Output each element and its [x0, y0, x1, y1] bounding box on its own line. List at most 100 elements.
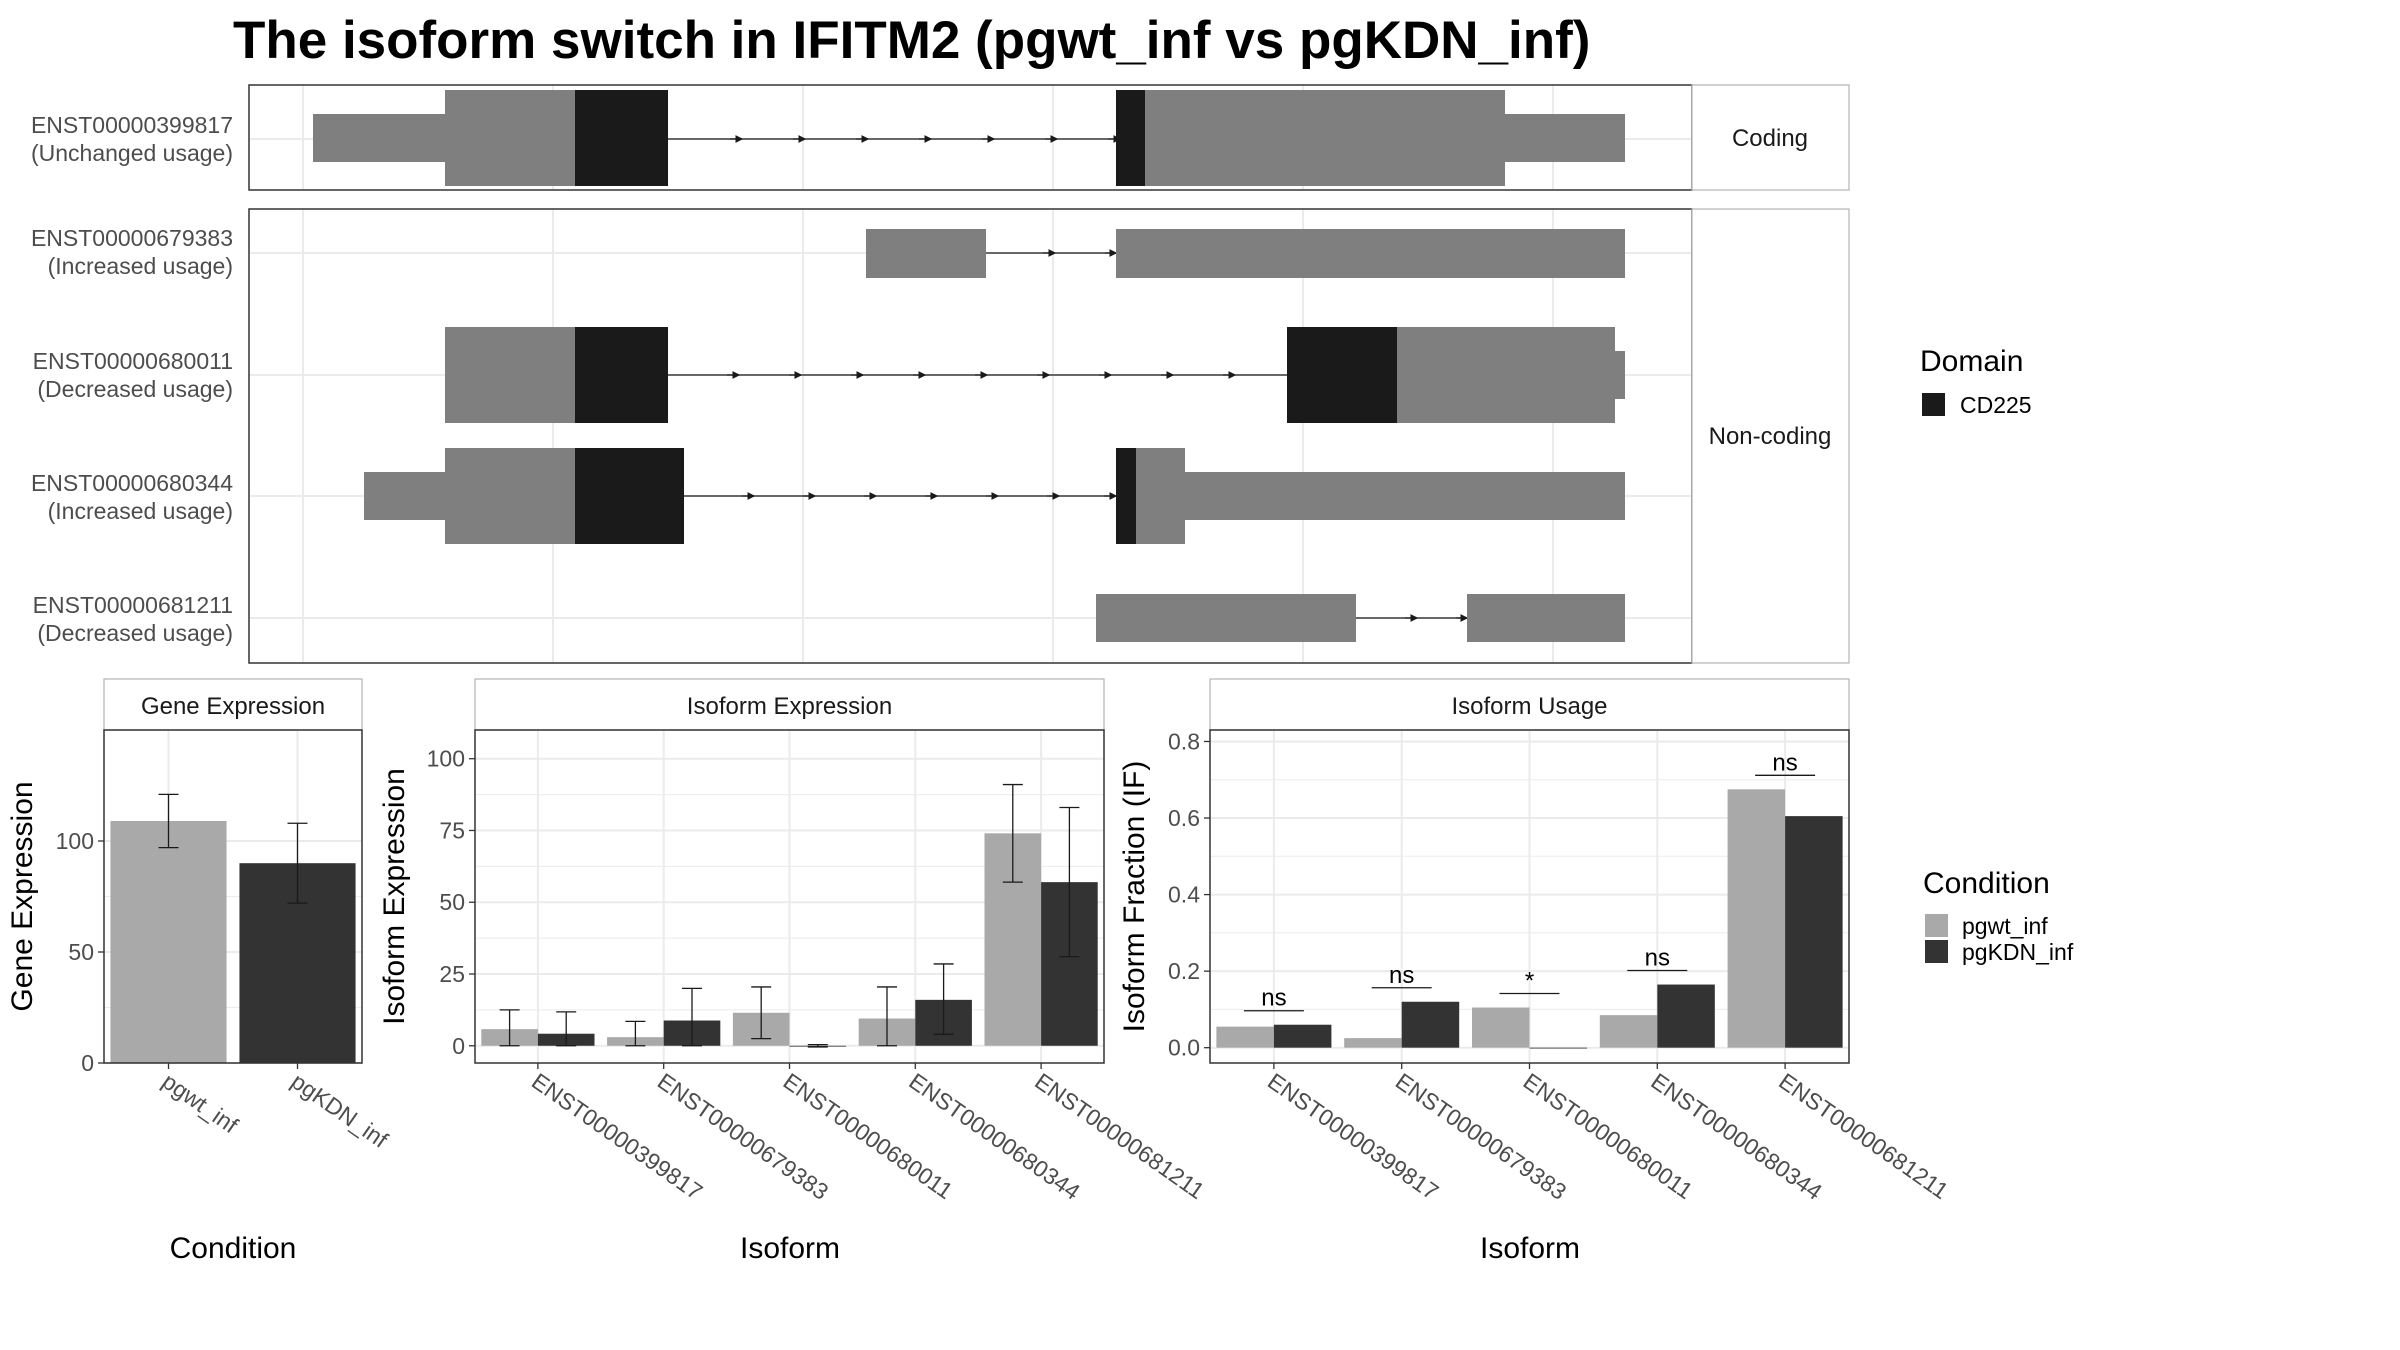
utr-exon [364, 472, 445, 520]
y-axis-title: Isoform Expression [378, 768, 411, 1025]
x-axis-title: Condition [170, 1232, 297, 1265]
x-tick-label: pgwt_inf [158, 1068, 244, 1139]
y-tick-label: 75 [439, 817, 465, 843]
strip-bg [474, 678, 1105, 731]
cds-exon [445, 448, 575, 544]
utr-exon [313, 114, 445, 162]
coding-strip-label: Coding [1732, 125, 1808, 152]
significance-label: * [1525, 968, 1534, 995]
legend-label-pgwt_inf: pgwt_inf [1962, 913, 2048, 939]
domain-legend-title: Domain [1920, 345, 2023, 378]
cds-exon [1145, 90, 1505, 186]
strip-bg [103, 678, 363, 731]
exon [866, 229, 986, 278]
row-label-id-1: ENST00000399817 [31, 112, 233, 138]
bar-pgKDN_inf [1401, 1001, 1460, 1048]
cd225-domain [575, 90, 668, 186]
transcript-ENST00000399817 [313, 90, 1625, 186]
utr-exon [1505, 114, 1625, 162]
domain-legend-label: CD225 [1960, 392, 2032, 418]
row-label-id-3: ENST00000680011 [33, 348, 233, 374]
structure-plot: Coding Non-coding ENST00000399817 (Uncha… [31, 84, 2032, 664]
utr-exon [1615, 351, 1625, 399]
chart-1: Gene Expression 0 50 100 pgwt_inf pgKDN_inf Co… [6, 678, 394, 1265]
y-tick-label: 25 [439, 961, 465, 987]
y-tick-label: 0.8 [1168, 728, 1200, 754]
significance-label: ns [1645, 945, 1670, 972]
legend-label-pgKDN_inf: pgKDN_inf [1962, 939, 2074, 965]
exon [1116, 229, 1625, 278]
cds-exon [1397, 327, 1615, 423]
row-label-usage-1: (Unchanged usage) [31, 140, 233, 166]
bar-pgwt_inf [1216, 1026, 1274, 1048]
bar-pgKDN_inf [1273, 1024, 1332, 1048]
noncoding-panel-bg [248, 208, 1693, 664]
strip-bg [1209, 678, 1850, 731]
y-axis-title: Isoform Fraction (IF) [1118, 761, 1151, 1033]
y-tick-label: 0.0 [1168, 1035, 1200, 1061]
y-tick-label: 0.4 [1168, 882, 1200, 908]
bar-pgwt_inf [1471, 1007, 1530, 1048]
bar-pgKDN_inf [1657, 984, 1715, 1048]
coding-strip [1691, 84, 1850, 191]
legend-swatch-pgKDN_inf [1925, 940, 1948, 963]
row-label-id-5: ENST00000681211 [33, 592, 233, 618]
y-tick-label: 0 [452, 1033, 465, 1059]
transcript-ENST00000680011 [445, 327, 1625, 423]
row-label-id-2: ENST00000679383 [31, 225, 233, 251]
strip-label: Isoform Usage [1451, 693, 1607, 720]
row-label-usage-5: (Decreased usage) [37, 620, 233, 646]
bar-pgKDN_inf [1785, 816, 1843, 1048]
significance-label: ns [1389, 962, 1414, 989]
y-tick-label: 0 [81, 1050, 94, 1076]
transcript-ENST00000681211 [1096, 594, 1625, 642]
x-axis-title: Isoform [740, 1232, 840, 1265]
y-tick-label: 50 [439, 889, 465, 915]
significance-label: ns [1261, 985, 1286, 1012]
condition-legend-title: Condition [1923, 867, 2050, 900]
row-label-id-4: ENST00000680344 [31, 470, 233, 496]
utr-exon [1185, 472, 1625, 520]
chart-2: Isoform Expression0255075100ENST00000399… [378, 678, 1209, 1265]
legend-swatch-pgwt_inf [1925, 914, 1948, 937]
cds-exon [1136, 448, 1185, 544]
y-axis-title: Gene Expression [6, 781, 39, 1011]
cd225-domain [1116, 90, 1145, 186]
row-label-usage-2: (Increased usage) [48, 253, 233, 279]
y-tick-label: 100 [427, 746, 465, 772]
y-tick-label: 50 [68, 939, 94, 965]
cds-exon [445, 327, 575, 423]
cd225-domain [575, 327, 668, 423]
row-label-usage-3: (Decreased usage) [37, 376, 233, 402]
cd225-domain [1287, 327, 1397, 423]
significance-label: ns [1772, 749, 1797, 776]
noncoding-strip-label: Non-coding [1709, 423, 1832, 450]
bottom-charts: Gene Expression 0 50 100 pgwt_inf pgKDN_inf Co… [6, 678, 1953, 1265]
exon [1096, 594, 1356, 642]
cds-exon [445, 90, 575, 186]
figure-title: The isoform switch in IFITM2 (pgwt_inf v… [233, 11, 1591, 70]
noncoding-strip [1691, 208, 1850, 664]
bar-pgwt_inf [110, 821, 227, 1063]
y-tick-label: 100 [56, 828, 94, 854]
domain-legend-swatch [1922, 393, 1945, 416]
row-label-usage-4: (Increased usage) [48, 498, 233, 524]
bar-pgKDN_inf [1529, 1047, 1588, 1049]
strip-label: Gene Expression [141, 693, 325, 720]
condition-legend: Condition pgwt_inf pgKDN_inf [1923, 867, 2074, 965]
exon [1467, 594, 1625, 642]
x-axis-title: Isoform [1480, 1232, 1580, 1265]
y-tick-label: 0.6 [1168, 805, 1200, 831]
panel-border [103, 729, 363, 1064]
cd225-domain [575, 448, 684, 544]
transcript-ENST00000680344 [364, 448, 1625, 544]
strip-label: Isoform Expression [687, 693, 892, 720]
bar-pgwt_inf [1599, 1015, 1658, 1048]
y-tick-label: 0.2 [1168, 958, 1200, 984]
bar-pgwt_inf [1344, 1038, 1402, 1048]
x-tick-label: pgKDN_inf [287, 1068, 394, 1153]
bar-pgwt_inf [1727, 789, 1786, 1048]
